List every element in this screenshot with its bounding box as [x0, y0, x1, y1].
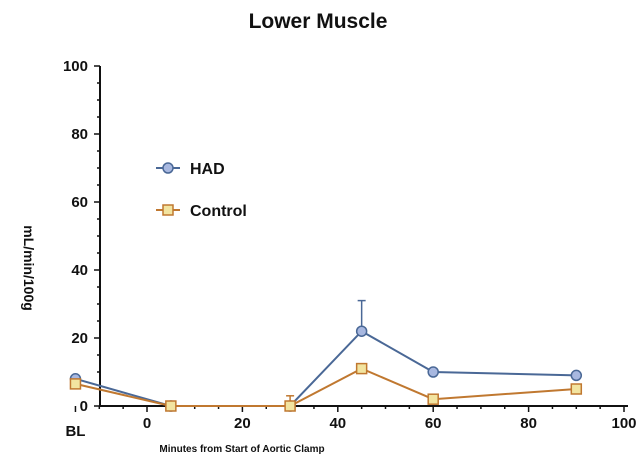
legend-item-had: HAD	[156, 161, 225, 178]
data-point	[355, 325, 368, 337]
y-tick-label: 40	[71, 262, 88, 279]
y-tick-label: 80	[71, 126, 88, 143]
y-tick-label: 100	[63, 58, 88, 75]
legend-label: HAD	[190, 161, 225, 178]
data-point	[165, 400, 177, 412]
legend-swatch-marker	[162, 162, 174, 174]
x-axis-label: Minutes from Start of Aortic Clamp	[159, 444, 324, 455]
chart-title: Lower Muscle	[249, 10, 388, 33]
data-point	[427, 366, 439, 378]
x-tick-label-baseline: BL	[65, 423, 85, 440]
data-point	[427, 393, 439, 405]
data-point	[69, 378, 82, 390]
series-line	[75, 367, 577, 407]
legend-item-control: Control	[156, 203, 247, 220]
series-control	[69, 362, 583, 412]
y-tick-label: 60	[71, 194, 88, 211]
data-point	[355, 362, 368, 375]
axes: 0 20 40 60 80 100 0 20 40 60 80 100 BL	[63, 58, 637, 440]
y-axis-label: mL/min/100g	[21, 225, 37, 311]
x-tick-label: 0	[143, 415, 151, 432]
x-tick-label: 100	[611, 415, 636, 432]
x-tick-label: 40	[329, 415, 346, 432]
data-point	[570, 369, 583, 382]
y-tick-label: 0	[80, 398, 88, 415]
legend-label: Control	[190, 203, 247, 220]
series-layer	[69, 299, 583, 412]
legend-swatch-marker	[162, 204, 174, 216]
x-tick-label: 20	[234, 415, 251, 432]
legend: HAD Control	[156, 161, 247, 220]
data-point	[284, 400, 296, 412]
y-tick-label: 20	[71, 330, 88, 347]
x-tick-label: 60	[425, 415, 442, 432]
data-point	[570, 383, 583, 395]
x-tick-label: 80	[520, 415, 537, 432]
